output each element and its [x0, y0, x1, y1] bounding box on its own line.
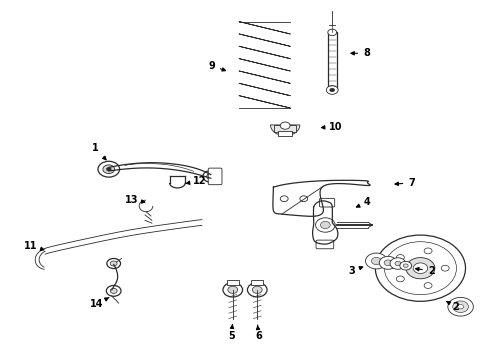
FancyBboxPatch shape	[227, 280, 239, 285]
Circle shape	[400, 261, 412, 270]
Circle shape	[223, 283, 243, 297]
Text: 2: 2	[447, 301, 459, 312]
Circle shape	[371, 257, 381, 265]
Circle shape	[366, 253, 387, 269]
Circle shape	[384, 242, 457, 295]
Circle shape	[300, 196, 308, 202]
Circle shape	[395, 261, 401, 266]
Text: 4: 4	[356, 197, 370, 207]
Text: 1: 1	[92, 143, 106, 160]
Circle shape	[424, 283, 432, 288]
Text: 6: 6	[255, 325, 262, 341]
FancyBboxPatch shape	[251, 280, 263, 285]
Circle shape	[458, 305, 464, 309]
Circle shape	[424, 248, 432, 254]
Circle shape	[396, 255, 404, 260]
Circle shape	[247, 283, 267, 297]
FancyBboxPatch shape	[274, 125, 296, 132]
Circle shape	[379, 256, 397, 269]
Text: 10: 10	[321, 122, 343, 132]
Circle shape	[326, 86, 338, 94]
Circle shape	[280, 122, 290, 129]
Circle shape	[106, 285, 121, 296]
Circle shape	[203, 171, 219, 182]
Circle shape	[448, 297, 473, 316]
Circle shape	[441, 265, 449, 271]
Circle shape	[320, 221, 330, 229]
Circle shape	[406, 258, 435, 279]
Circle shape	[110, 288, 117, 293]
FancyBboxPatch shape	[208, 168, 222, 185]
FancyBboxPatch shape	[316, 240, 334, 249]
Circle shape	[375, 235, 466, 301]
Circle shape	[280, 196, 288, 202]
Circle shape	[207, 174, 215, 179]
Circle shape	[413, 263, 428, 274]
Wedge shape	[270, 125, 300, 136]
Circle shape	[110, 261, 117, 266]
Text: 11: 11	[24, 240, 44, 251]
Circle shape	[453, 301, 468, 312]
Circle shape	[98, 161, 120, 177]
Circle shape	[228, 286, 238, 293]
Text: 5: 5	[228, 325, 235, 341]
Text: 13: 13	[124, 195, 145, 205]
Text: 8: 8	[351, 48, 370, 58]
Circle shape	[103, 165, 115, 174]
Circle shape	[328, 29, 337, 36]
Circle shape	[330, 88, 335, 92]
Circle shape	[384, 260, 392, 266]
FancyBboxPatch shape	[278, 131, 292, 136]
Circle shape	[107, 258, 121, 269]
Circle shape	[316, 218, 335, 232]
Text: 7: 7	[395, 178, 415, 188]
Circle shape	[252, 286, 262, 293]
Circle shape	[403, 264, 408, 267]
FancyBboxPatch shape	[319, 198, 335, 207]
Text: 14: 14	[90, 297, 109, 309]
Circle shape	[396, 276, 404, 282]
Text: 2: 2	[416, 266, 435, 276]
Text: 12: 12	[186, 176, 207, 186]
Circle shape	[390, 258, 406, 269]
FancyBboxPatch shape	[328, 32, 337, 90]
Text: 9: 9	[208, 60, 225, 71]
Circle shape	[106, 167, 111, 171]
Text: 3: 3	[348, 266, 363, 276]
